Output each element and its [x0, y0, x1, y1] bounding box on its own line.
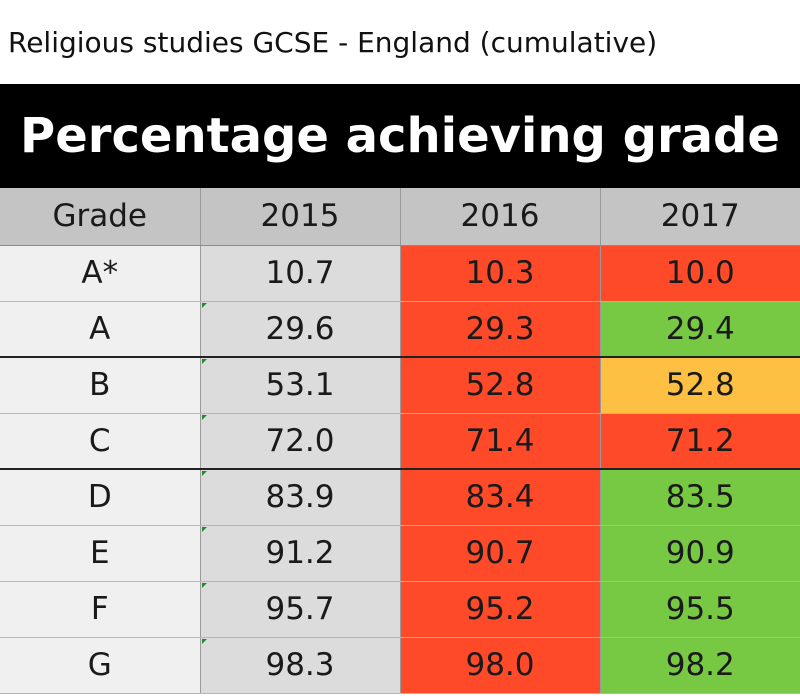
grade-cell: B	[0, 356, 201, 414]
table-row: F 95.7 95.2 95.5	[0, 581, 800, 638]
value-2017-cell: 83.5	[600, 468, 800, 526]
chart-caption: Religious studies GCSE - England (cumula…	[8, 26, 658, 59]
table-row: C 72.0 71.4 71.2	[0, 413, 800, 470]
value-2017-cell: 29.4	[600, 301, 800, 358]
grade-cell: D	[0, 468, 201, 526]
column-header-2017: 2017	[600, 188, 800, 246]
column-header-2016: 2016	[400, 188, 601, 246]
table-row: A* 10.7 10.3 10.0	[0, 245, 800, 302]
chart-title: Percentage achieving grade	[20, 108, 780, 164]
grade-cell: F	[0, 581, 201, 638]
value-2015-cell: 10.7	[200, 245, 401, 302]
value-2016-cell: 29.3	[400, 301, 601, 358]
value-2015-cell: 95.7	[200, 581, 401, 638]
value-2017-cell: 98.2	[600, 637, 800, 694]
value-2015-cell: 91.2	[200, 525, 401, 582]
header-row: Grade 2015 2016 2017	[0, 188, 800, 246]
value-2016-cell: 95.2	[400, 581, 601, 638]
grade-cell: E	[0, 525, 201, 582]
value-2016-cell: 83.4	[400, 468, 601, 526]
value-2016-cell: 71.4	[400, 413, 601, 470]
value-2015-cell: 83.9	[200, 468, 401, 526]
value-2016-cell: 10.3	[400, 245, 601, 302]
value-2015-cell: 98.3	[200, 637, 401, 694]
value-2017-cell: 95.5	[600, 581, 800, 638]
value-2016-cell: 98.0	[400, 637, 601, 694]
grade-table: Grade 2015 2016 2017 A* 10.7 10.3 10.0 A 29.6…	[0, 188, 800, 694]
value-2016-cell: 90.7	[400, 525, 601, 582]
table-row: D 83.9 83.4 83.5	[0, 468, 800, 526]
value-2016-cell: 52.8	[400, 356, 601, 414]
value-2017-cell: 10.0	[600, 245, 800, 302]
grade-cell: C	[0, 413, 201, 470]
grade-cell: G	[0, 637, 201, 694]
value-2017-cell: 90.9	[600, 525, 800, 582]
table-row: B 53.1 52.8 52.8	[0, 356, 800, 414]
table-row: A 29.6 29.3 29.4	[0, 301, 800, 358]
column-header-2015: 2015	[200, 188, 401, 246]
table-row: E 91.2 90.7 90.9	[0, 525, 800, 582]
value-2015-cell: 53.1	[200, 356, 401, 414]
value-2017-cell: 71.2	[600, 413, 800, 470]
table-body: A* 10.7 10.3 10.0 A 29.6 29.3 29.4 B 53.1 52.8 52.8…	[0, 245, 800, 694]
table-row: G 98.3 98.0 98.2	[0, 637, 800, 694]
grade-cell: A*	[0, 245, 201, 302]
title-banner: Percentage achieving grade	[0, 84, 800, 188]
value-2015-cell: 72.0	[200, 413, 401, 470]
value-2015-cell: 29.6	[200, 301, 401, 358]
value-2017-cell: 52.8	[600, 356, 800, 414]
grade-cell: A	[0, 301, 201, 358]
column-header-grade: Grade	[0, 188, 201, 246]
